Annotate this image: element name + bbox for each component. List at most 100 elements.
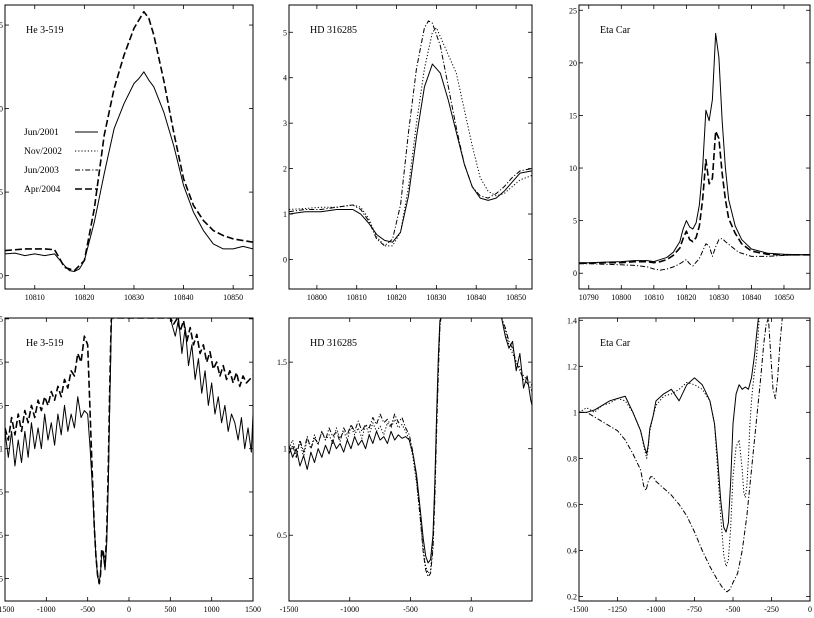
series-group xyxy=(5,318,253,585)
series-line-solid xyxy=(579,32,810,264)
y-tick-label: 5 xyxy=(573,217,577,226)
y-tick-label: 5 xyxy=(283,28,287,37)
x-tick-label: 10820 xyxy=(74,293,94,302)
y-tick-label: 15 xyxy=(569,111,577,120)
y-tick-label: 1.4 xyxy=(567,316,577,325)
y-tick-label: 4 xyxy=(283,74,287,83)
y-tick-label: 1 xyxy=(0,445,3,454)
y-tick-label: 0 xyxy=(0,272,3,281)
series-line-solid xyxy=(289,63,532,243)
series-line-solid xyxy=(289,318,532,564)
x-tick-label: 10850 xyxy=(506,293,526,302)
x-tick-label: 10800 xyxy=(307,293,327,302)
series-group xyxy=(289,318,532,578)
series-line-dashed xyxy=(5,10,253,272)
x-tick-label: 0 xyxy=(469,605,473,614)
panel-title: HD 316285 xyxy=(310,25,357,36)
plot-frame xyxy=(578,4,811,290)
y-tick-label: 1 xyxy=(573,408,577,417)
panel-title: Eta Car xyxy=(600,338,631,349)
x-tick-label: 10820 xyxy=(676,293,696,302)
series-line-solid xyxy=(579,318,760,533)
x-tick-label: 10840 xyxy=(466,293,486,302)
series-line-solid xyxy=(5,71,253,272)
x-tick-label: -1000 xyxy=(647,605,666,614)
x-tick-label: 0 xyxy=(808,605,812,614)
x-tick-label: -250 xyxy=(764,605,779,614)
x-tick-label: -1500 xyxy=(0,605,14,614)
y-tick-label: 15 xyxy=(0,21,3,30)
x-tick-label: -500 xyxy=(726,605,741,614)
y-tick-label: 2 xyxy=(283,165,287,174)
chart-panel-0: 10810 10820 10830 10840 10850 0 5 10 15 He 3-519 xyxy=(0,4,254,302)
series-line-dashdot xyxy=(289,318,532,578)
chart-panel-5: -1500 -1250 -1000 -750 -500 -250 0 0.2 0.4 0.6 0.8… xyxy=(567,316,812,614)
plot-frame xyxy=(4,4,254,290)
y-tick-label: 1.75 xyxy=(0,315,3,324)
chart-panel-3: -1500 -1000 -500 0 500 1000 1500 0.25 0.5 0.75 1 1.… xyxy=(0,315,261,614)
x-tick-label: -1000 xyxy=(37,605,56,614)
series-line-dotted xyxy=(289,27,532,247)
y-tick-label: 0.75 xyxy=(0,488,3,497)
x-tick-label: 10850 xyxy=(774,293,794,302)
series-line-dashdot xyxy=(579,238,810,271)
y-tick-label: 20 xyxy=(569,59,577,68)
x-tick-label: 10840 xyxy=(174,293,194,302)
x-tick-label: -750 xyxy=(687,605,702,614)
legend: Jun/2001 Nov/2002 Jun/2003 Apr/2004 xyxy=(24,128,98,195)
x-tick-label: -1500 xyxy=(280,605,299,614)
x-tick-label: 10850 xyxy=(223,293,243,302)
plot-frame xyxy=(288,4,533,290)
x-tick-label: -500 xyxy=(403,605,418,614)
y-tick-label: 1.2 xyxy=(567,362,577,371)
y-tick-label: 10 xyxy=(569,164,577,173)
y-tick-label: 0 xyxy=(573,269,577,278)
y-tick-label: 0.6 xyxy=(567,500,577,509)
chart-panel-2: 10790 10800 10810 10820 10830 10840 10850 0 5 10 1… xyxy=(569,4,811,302)
legend-label: Apr/2004 xyxy=(24,185,61,195)
y-tick-label: 0.5 xyxy=(277,531,287,540)
chart-panel-4: -1500 -1000 -500 0 0.5 1 1.5 HD 316285 xyxy=(277,317,533,614)
x-tick-label: 500 xyxy=(164,605,176,614)
x-tick-label: -500 xyxy=(80,605,95,614)
y-tick-label: 0.8 xyxy=(567,454,577,463)
series-line-dashed xyxy=(579,130,810,265)
series-group xyxy=(579,318,787,593)
series-line-dashdot xyxy=(579,318,787,593)
x-tick-label: 10810 xyxy=(347,293,367,302)
y-tick-label: 0.5 xyxy=(0,531,3,540)
panel-title: Eta Car xyxy=(600,25,631,36)
series-group xyxy=(5,10,253,272)
y-tick-label: 10 xyxy=(0,105,3,114)
x-tick-label: -1000 xyxy=(340,605,359,614)
legend-label: Jun/2001 xyxy=(24,128,59,138)
x-tick-label: 10820 xyxy=(387,293,407,302)
y-tick-label: 3 xyxy=(283,119,287,128)
series-line-dashed xyxy=(5,318,253,585)
panel-title: He 3-519 xyxy=(26,25,64,36)
x-tick-label: 10840 xyxy=(741,293,761,302)
x-tick-label: 1000 xyxy=(204,605,220,614)
x-tick-label: 0 xyxy=(127,605,131,614)
x-tick-label: -1500 xyxy=(570,605,589,614)
x-tick-label: 10830 xyxy=(426,293,446,302)
x-tick-label: 10810 xyxy=(644,293,664,302)
x-tick-label: -1250 xyxy=(608,605,627,614)
y-tick-label: 1.5 xyxy=(0,358,3,367)
x-tick-label: 1500 xyxy=(245,605,261,614)
y-tick-label: 1 xyxy=(283,210,287,219)
y-tick-label: 25 xyxy=(569,6,577,15)
y-tick-label: 0.25 xyxy=(0,574,3,583)
panel-title: HD 316285 xyxy=(310,338,357,349)
x-tick-label: 10810 xyxy=(25,293,45,302)
legend-label: Nov/2002 xyxy=(24,147,62,157)
y-tick-label: 1.5 xyxy=(277,358,287,367)
x-tick-label: 10830 xyxy=(709,293,729,302)
x-tick-label: 10790 xyxy=(579,293,599,302)
series-group xyxy=(289,20,532,247)
y-tick-label: 0.4 xyxy=(567,546,577,555)
x-tick-label: 10830 xyxy=(124,293,144,302)
y-tick-label: 0 xyxy=(283,255,287,264)
